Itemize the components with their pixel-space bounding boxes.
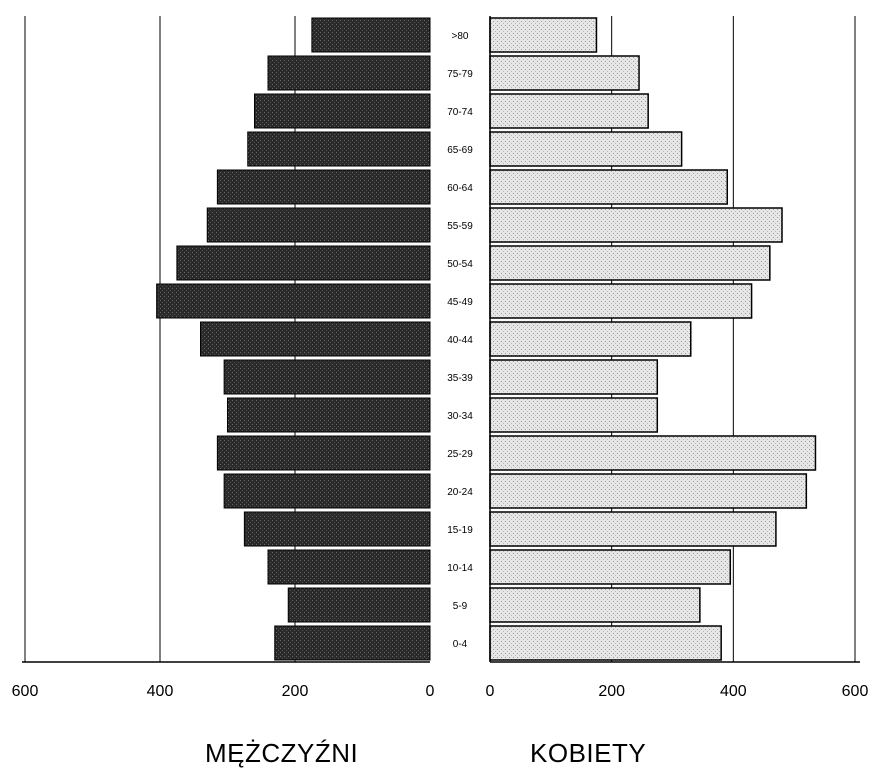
age-group-label: >80	[452, 31, 469, 42]
female-bar	[489, 283, 753, 319]
male-bar	[267, 55, 431, 91]
age-group-label: 25-29	[447, 449, 473, 460]
age-group-label: 5-9	[453, 601, 468, 612]
male-bar	[311, 17, 431, 53]
age-group-label: 30-34	[447, 411, 473, 422]
male-bar	[267, 549, 431, 585]
age-group-label: 0-4	[453, 639, 468, 650]
left-axis-ticks: 600 400 200 0	[12, 683, 435, 700]
female-bar	[489, 625, 722, 661]
age-group-label: 50-54	[447, 259, 473, 270]
male-bar	[206, 207, 431, 243]
male-bar	[200, 321, 431, 357]
right-tick-label: 0	[486, 683, 495, 700]
age-group-label: 55-59	[447, 221, 473, 232]
male-bar	[227, 397, 431, 433]
female-bar	[489, 511, 777, 547]
age-group-label: 65-69	[447, 145, 473, 156]
age-group-label: 40-44	[447, 335, 473, 346]
female-bar	[489, 587, 701, 623]
male-bars	[156, 17, 431, 661]
male-bar	[176, 245, 431, 281]
male-series-label: MĘŻCZYŹNI	[205, 738, 359, 768]
age-group-label: 75-79	[447, 69, 473, 80]
female-bar	[489, 473, 808, 509]
age-group-labels: 0-4 5-9 10-14 15-19 20-24 25-29 30-34 35-39 40-4…	[447, 31, 473, 650]
female-bar	[489, 169, 728, 205]
male-bar	[223, 473, 431, 509]
male-bar	[156, 283, 431, 319]
axes	[22, 16, 860, 663]
female-bar	[489, 245, 771, 281]
female-bar	[489, 55, 640, 91]
male-bar	[287, 587, 431, 623]
age-group-label: 60-64	[447, 183, 473, 194]
left-tick-label: 600	[12, 683, 39, 700]
female-bar	[489, 435, 817, 471]
right-axis-ticks: 0 200 400 600	[486, 683, 869, 700]
male-bar	[216, 435, 431, 471]
female-series-label: KOBIETY	[530, 738, 647, 768]
left-tick-label: 400	[147, 683, 174, 700]
age-group-label: 45-49	[447, 297, 473, 308]
female-bar	[489, 321, 692, 357]
right-tick-label: 400	[720, 683, 747, 700]
age-group-label: 70-74	[447, 107, 473, 118]
female-bar	[489, 549, 732, 585]
male-bar	[254, 93, 431, 129]
right-tick-label: 200	[598, 683, 625, 700]
female-bar	[489, 397, 659, 433]
left-tick-label: 0	[426, 683, 435, 700]
age-group-label: 35-39	[447, 373, 473, 384]
female-bar	[489, 17, 598, 53]
male-bar	[274, 625, 431, 661]
female-bar	[489, 207, 783, 243]
female-bars	[489, 17, 817, 661]
female-bar	[489, 359, 659, 395]
male-bar	[216, 169, 431, 205]
female-bar	[489, 93, 649, 129]
right-tick-label: 600	[842, 683, 869, 700]
female-bar	[489, 131, 683, 167]
left-tick-label: 200	[282, 683, 309, 700]
male-bar	[247, 131, 431, 167]
age-group-label: 15-19	[447, 525, 473, 536]
age-group-label: 20-24	[447, 487, 473, 498]
age-group-label: 10-14	[447, 563, 473, 574]
male-bar	[223, 359, 431, 395]
male-bar	[243, 511, 431, 547]
